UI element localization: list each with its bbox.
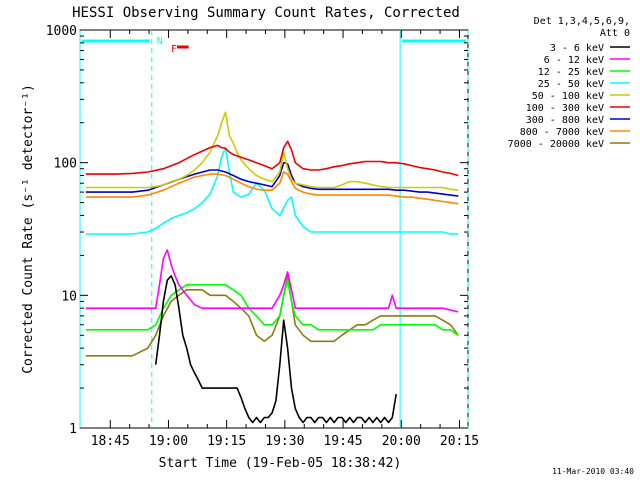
- x-tick-label: 18:45: [91, 434, 130, 449]
- series-line: [85, 146, 459, 235]
- series-line: [85, 161, 459, 197]
- chart-title: HESSI Observing Summary Count Rates, Cor…: [72, 5, 460, 21]
- series-line: [154, 275, 397, 424]
- x-tick-label: 19:15: [207, 434, 246, 449]
- plot-area: NF 18:45 19:00 19:15 19:30 19:45 20:00 20:1511…: [46, 24, 479, 449]
- annotation-layer: NF: [79, 30, 469, 428]
- plot-frame: [79, 29, 469, 429]
- legend-entry-label: 7000 - 20000 keV: [508, 139, 604, 150]
- night-flag-label: N: [157, 36, 163, 47]
- legend-entry-label: 100 - 300 keV: [526, 103, 604, 114]
- x-tick-label: 20:00: [382, 434, 421, 449]
- x-tick-label: 19:45: [323, 434, 362, 449]
- x-tick-label: 19:00: [149, 434, 188, 449]
- legend-header: Det 1,3,4,5,6,9,: [534, 16, 630, 27]
- legend-entry-label: 3 - 6 keV: [550, 43, 604, 54]
- footer-timestamp: 11-Mar-2010 03:40: [552, 467, 634, 476]
- legend-entry-label: 25 - 50 keV: [538, 79, 604, 90]
- series-line: [85, 171, 459, 205]
- legend-entry-label: 6 - 12 keV: [544, 55, 604, 66]
- y-tick-label: 1000: [46, 24, 77, 39]
- series-line: [85, 249, 459, 313]
- flare-flag-label: F: [171, 44, 177, 55]
- legend-header: Att 0: [600, 28, 630, 39]
- series-layer: [85, 111, 459, 424]
- legend-entry-label: 300 - 800 keV: [526, 115, 604, 126]
- legend-entry-label: 50 - 100 keV: [532, 91, 604, 102]
- series-line: [85, 140, 459, 177]
- series-line: [85, 111, 459, 191]
- y-tick-label: 1: [69, 422, 77, 437]
- legend-entry-label: 800 - 7000 keV: [520, 127, 604, 138]
- y-tick-label: 10: [61, 289, 77, 304]
- tick-layer: 18:45 19:00 19:15 19:30 19:45 20:00 20:15 1 10 10…: [46, 24, 479, 449]
- series-line: [85, 275, 459, 357]
- legend-entry-label: 12 - 25 keV: [538, 67, 604, 78]
- y-axis-label: Corrected Count Rate (s⁻¹ detector⁻¹): [21, 84, 36, 374]
- x-axis-label: Start Time (19-Feb-05 18:38:42): [159, 456, 402, 471]
- x-tick-label: 20:15: [440, 434, 479, 449]
- x-tick-label: 19:30: [265, 434, 304, 449]
- y-tick-label: 100: [54, 157, 77, 172]
